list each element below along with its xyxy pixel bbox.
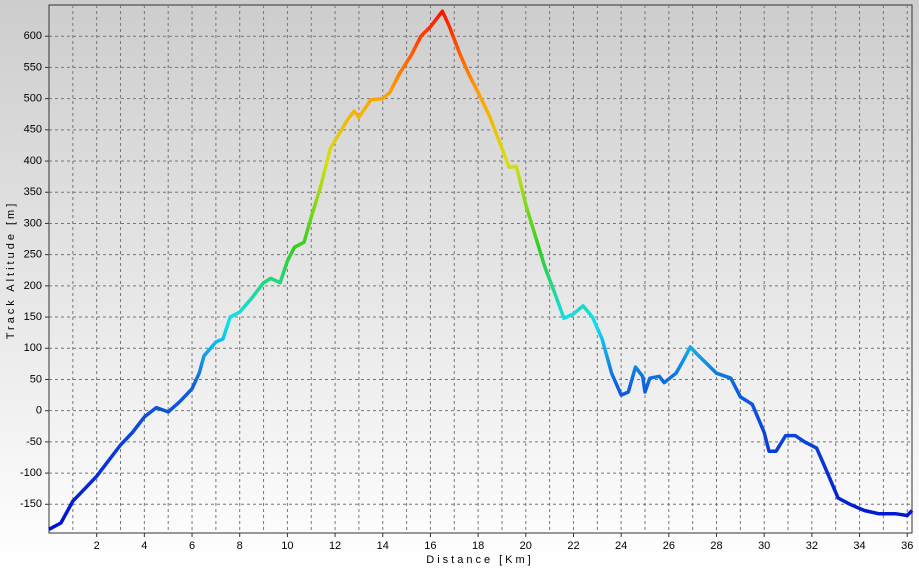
y-tick-label: 150 — [24, 311, 42, 323]
y-tick-label: 250 — [24, 249, 42, 261]
x-tick-label: 30 — [758, 540, 770, 552]
x-tick-label: 14 — [377, 540, 389, 552]
y-tick-label: 400 — [24, 155, 42, 167]
x-tick-label: 10 — [281, 540, 293, 552]
x-tick-label: 12 — [329, 540, 341, 552]
x-tick-label: 28 — [710, 540, 722, 552]
y-tick-label: -50 — [26, 436, 42, 448]
x-tick-label: 26 — [663, 540, 675, 552]
x-tick-label: 32 — [806, 540, 818, 552]
x-tick-label: 16 — [424, 540, 436, 552]
y-tick-label: 550 — [24, 61, 42, 73]
x-tick-label: 2 — [94, 540, 100, 552]
y-tick-label: 50 — [30, 373, 42, 385]
y-tick-label: 100 — [24, 342, 42, 354]
y-tick-label: 450 — [24, 124, 42, 136]
x-tick-label: 6 — [189, 540, 195, 552]
plot-area — [48, 4, 913, 534]
x-tick-label: 4 — [141, 540, 147, 552]
y-tick-label: 200 — [24, 280, 42, 292]
x-tick-label: 8 — [237, 540, 243, 552]
y-tick-label: -100 — [20, 467, 42, 479]
x-tick-label: 36 — [901, 540, 913, 552]
x-tick-label: 24 — [615, 540, 627, 552]
x-tick-label: 20 — [520, 540, 532, 552]
y-tick-label: 500 — [24, 93, 42, 105]
y-tick-label: 600 — [24, 30, 42, 42]
y-tick-label: 0 — [36, 405, 42, 417]
y-tick-label: -150 — [20, 498, 42, 510]
x-tick-label: 18 — [472, 540, 484, 552]
x-tick-label: 34 — [853, 540, 865, 552]
x-tick-label: 22 — [567, 540, 579, 552]
y-axis-label: Track Altitude [m] — [5, 201, 17, 340]
y-tick-label: 300 — [24, 217, 42, 229]
altitude-line — [48, 9, 914, 531]
y-tick-label: 350 — [24, 186, 42, 198]
x-axis-label: Distance [Km] — [426, 554, 533, 566]
